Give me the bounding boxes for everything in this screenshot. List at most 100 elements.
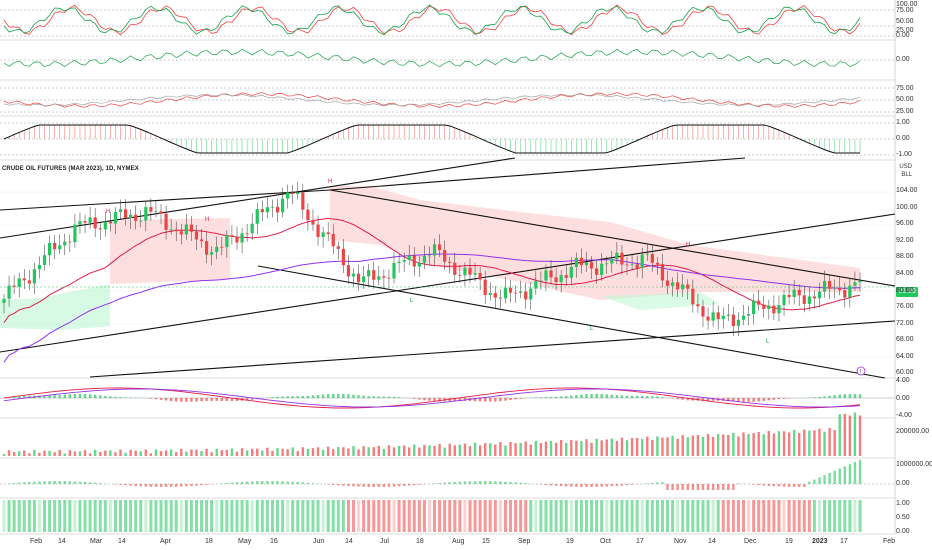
macd-bar [600,394,603,398]
candle [250,223,254,234]
volume-bar [661,437,664,456]
macd-bar [453,398,456,402]
signal-bar [514,500,518,532]
volume-bar [418,447,421,456]
signal-bar [68,500,72,532]
volume-bar [656,436,659,456]
volume-bar [88,453,92,456]
price-panel[interactable]: H H H H L L L ! [0,157,896,379]
volume-bar [281,448,284,456]
volume-bar [205,448,208,456]
candle [797,289,801,296]
obv-bar [397,484,401,487]
macd-bar [646,396,649,398]
obv-bar [159,484,163,487]
signal-bar [615,500,619,532]
obv-bar [686,484,689,490]
volume-bar [159,451,163,456]
macd-bar [347,394,350,398]
volume-bar [337,447,340,456]
candle [539,280,543,282]
price-axis-label: 76.00 [896,303,914,310]
macd-bar [762,398,765,401]
signal-bar [493,500,497,532]
candle [559,275,563,283]
macd-bar [210,398,213,401]
signal-bar [691,500,695,532]
obv-bar [230,482,234,484]
obv-bar [58,481,61,484]
volume-bar [190,449,193,456]
pivot-low-label: L [590,326,594,332]
macd-bar [382,396,386,398]
macd-bar [185,398,188,402]
volume-bar [43,450,46,456]
signal-bar [301,500,305,532]
time-axis-label: 2023 [812,538,828,545]
signal-bar [326,500,330,532]
macd-bar [554,396,558,398]
volume-bar [554,442,558,456]
candle [645,254,649,255]
macd-bar [630,395,634,398]
time-axis-label: Feb [883,538,896,545]
obv-bar [453,481,456,484]
volume-bar [129,449,132,456]
signal-bar [757,500,761,532]
volume-bar [641,439,644,456]
pivot-low-label: L [766,339,770,345]
signal-bar [265,500,269,532]
candle [833,287,837,289]
cloud-red-1 [110,218,230,284]
candle [579,257,584,266]
time-axis-label: 14 [118,538,126,545]
volume-bar [109,450,112,456]
volume-bar [225,449,229,456]
macd-bar [514,398,517,400]
obv-bar [848,464,852,484]
obv-bar [671,484,674,490]
stochastic-panel [0,4,895,37]
volume-panel [2,412,862,456]
signal-bar [291,500,295,532]
candle [574,257,578,267]
obv-bar [473,481,477,484]
obv-bar [514,482,517,484]
candle [812,296,817,299]
macd-bar [220,398,223,401]
candle [113,212,118,224]
price-axis-label: 96.00 [896,220,914,227]
obv-bar [757,484,760,486]
volume-bar [377,445,381,456]
obv-bar [458,481,462,484]
trendlines[interactable] [0,157,896,379]
obv-bar [357,484,360,487]
price-axis-label: 60.00 [896,369,914,376]
macd-bar [316,394,320,398]
candle [377,276,381,280]
alert-icon[interactable]: ! [856,366,866,376]
obv-bar [691,484,695,490]
candle [478,273,482,280]
volume-bar [787,432,791,456]
signal-bar [88,500,92,532]
candle [346,265,351,277]
signal-bar [828,500,832,532]
signal-bar [453,500,457,532]
candle [443,250,447,262]
volume-bar [798,433,801,456]
signal-bar [205,500,209,532]
volume-bar [180,448,183,456]
volume-bar [473,442,477,456]
pivot-high-label: H [686,242,690,248]
macd-bar [625,395,629,398]
macd-bar [78,393,82,398]
volume-bar [93,449,97,456]
signal-bar [650,500,654,532]
macd-bar [200,398,203,402]
obv-bar [676,484,679,490]
macd-bar [727,398,730,402]
signal-bar [93,500,97,532]
candle [189,224,194,232]
